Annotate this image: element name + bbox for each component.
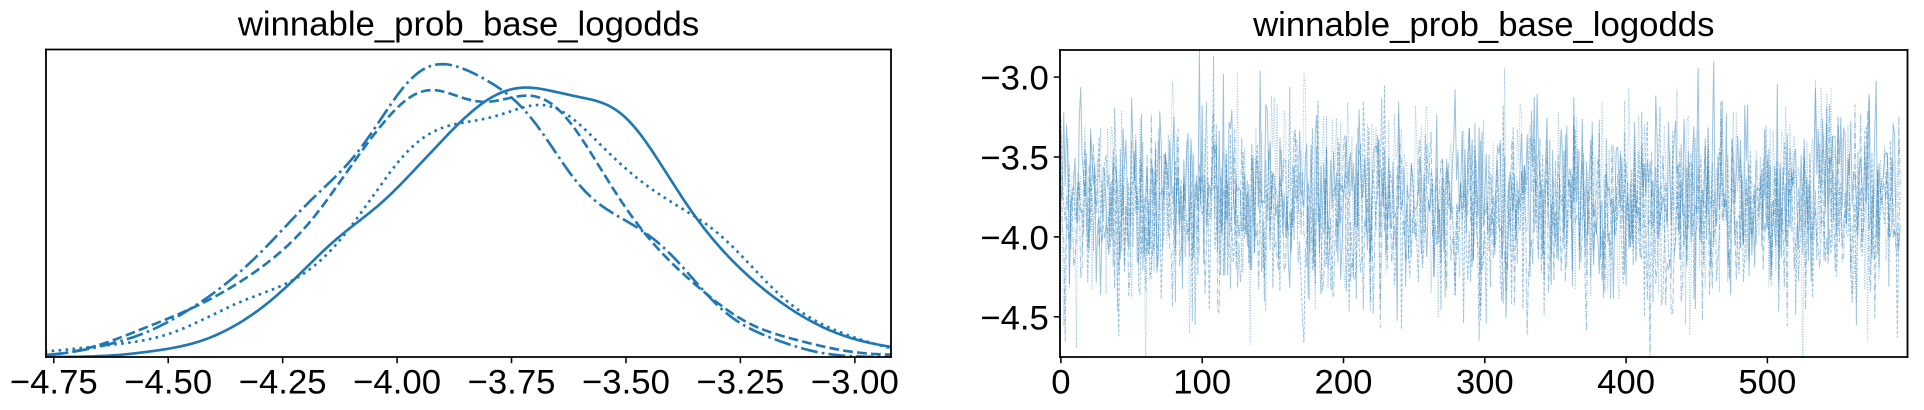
svg-text:400: 400 <box>1597 363 1655 401</box>
svg-text:winnable_prob_base_logodds: winnable_prob_base_logodds <box>237 6 699 44</box>
svg-text:−3.50: −3.50 <box>582 363 670 401</box>
svg-text:100: 100 <box>1173 363 1231 401</box>
svg-text:500: 500 <box>1738 363 1796 401</box>
svg-text:−3.00: −3.00 <box>811 363 899 401</box>
svg-text:winnable_prob_base_logodds: winnable_prob_base_logodds <box>1252 6 1714 44</box>
svg-text:−4.75: −4.75 <box>10 363 98 401</box>
svg-text:−4.50: −4.50 <box>124 363 212 401</box>
svg-text:300: 300 <box>1456 363 1514 401</box>
svg-text:200: 200 <box>1315 363 1373 401</box>
svg-text:−3.5: −3.5 <box>980 140 1049 178</box>
svg-text:−4.5: −4.5 <box>980 299 1049 337</box>
svg-text:0: 0 <box>1051 363 1070 401</box>
svg-text:−3.25: −3.25 <box>696 363 784 401</box>
svg-text:−3.0: −3.0 <box>980 60 1049 98</box>
svg-text:−4.25: −4.25 <box>239 363 327 401</box>
svg-text:−3.75: −3.75 <box>468 363 556 401</box>
svg-text:−4.0: −4.0 <box>980 219 1049 257</box>
svg-text:−4.00: −4.00 <box>353 363 441 401</box>
